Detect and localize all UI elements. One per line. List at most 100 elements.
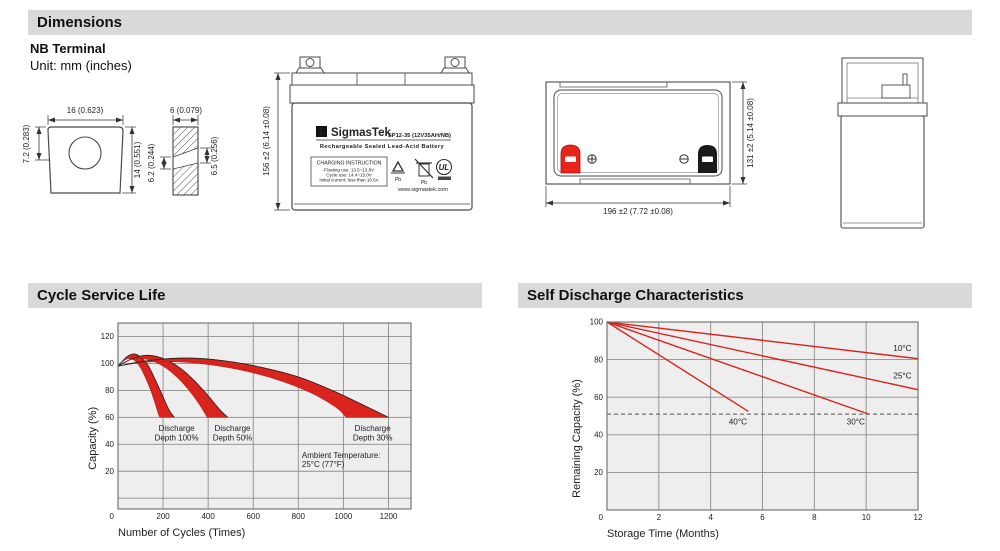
svg-text:4: 4: [708, 513, 713, 522]
series-line-25-c: [606, 321, 919, 391]
svg-text:1200: 1200: [380, 512, 398, 521]
charging-title: CHARGING INSTRUCTION: [317, 161, 382, 167]
svg-text:20: 20: [594, 468, 603, 477]
svg-text:10: 10: [862, 513, 871, 522]
band-envelope-discharge-depth-50: [117, 354, 229, 418]
svg-text:400: 400: [201, 512, 215, 521]
minus-circle-icon: [679, 154, 689, 164]
svg-text:100: 100: [590, 318, 604, 327]
svg-text:200: 200: [156, 512, 170, 521]
self-discharge-section-title: Self Discharge Characteristics: [527, 287, 744, 304]
series-label-40-c: 40°C: [729, 417, 747, 426]
svg-text:2: 2: [657, 513, 662, 522]
unit-note-label: Unit: mm (inches): [30, 58, 132, 73]
charging-line-1: Floating use: 13.5~13.8V: [324, 168, 374, 173]
svg-text:0: 0: [110, 512, 115, 521]
tick-labels: 2 4 6 8 10 12 20 40 60 80 100 0: [590, 318, 923, 522]
svg-text:0: 0: [599, 513, 604, 522]
svg-text:60: 60: [105, 413, 114, 422]
battery-width-dim: 196 ±2 (7.72 ±0.08): [603, 207, 673, 216]
svg-text:20: 20: [105, 467, 114, 476]
terminal-bracket: [881, 84, 911, 99]
annotation-2-line-1: Depth 30%: [353, 433, 393, 442]
annotation-3-line-1: 25°C (77°F): [302, 460, 345, 469]
self-discharge-section-header: Self Discharge Characteristics: [518, 283, 972, 308]
svg-text:100: 100: [101, 359, 115, 368]
annotation-1-line-0: Discharge: [214, 424, 251, 433]
svg-text:1000: 1000: [334, 512, 352, 521]
terminal-width-dim: 16 (0.623): [67, 106, 104, 115]
svg-text:80: 80: [594, 355, 603, 364]
series-label-30-c: 30°C: [847, 417, 865, 426]
charging-line-3: Initial current: less than 10.5A: [319, 178, 378, 183]
svg-text:8: 8: [812, 513, 817, 522]
series-label-25-c: 25°C: [893, 371, 911, 380]
terminal-inner-right-dim: 6.5 (0.256): [210, 136, 219, 175]
svg-text:80: 80: [105, 386, 114, 395]
terminal-inner-left-dim: 6.2 (0.244): [147, 143, 156, 182]
brand-text: SigmasTek: [331, 127, 391, 139]
self-discharge-chart: 10°C 25°C 30°C 40°C 2 4 6 8 10 12 20 40 60 80 100 0Stor…: [571, 318, 923, 540]
dimension-drawings: 16 (0.623) 14 (0.551) 7.2 (0.283) 6 (0.0…: [22, 56, 928, 229]
series-line-10-c: [606, 321, 919, 360]
pb-recycle-label: Pb: [395, 177, 401, 183]
terminal-type-label: NB Terminal: [30, 41, 106, 56]
recycle-icon: [391, 160, 405, 174]
charging-line-2: Cycle use: 14.4~15.0V: [326, 173, 371, 178]
annotation-0-line-1: Depth 100%: [155, 433, 199, 442]
charging-instruction-box: [310, 156, 388, 187]
series-line-30-c: [606, 321, 869, 415]
band-envelope-discharge-depth-100: [117, 353, 175, 418]
terminal-hole-offset-dim: 7.2 (0.283): [22, 124, 31, 163]
svg-text:12: 12: [914, 513, 923, 522]
cycle-section-title: Cycle Service Life: [37, 287, 166, 304]
terminal-height-dim: 14 (0.551): [133, 141, 142, 178]
battery-side-drawing: [837, 57, 928, 229]
svg-text:800: 800: [292, 512, 306, 521]
x-axis-label: Number of Cycles (Times): [118, 527, 245, 539]
battery-height-dim: 156 ±2 (6.14 ±0.08): [262, 106, 271, 176]
annotation-1-line-1: Depth 50%: [213, 433, 253, 442]
cycle-section-header: Cycle Service Life: [28, 283, 482, 308]
battery-depth-dim: 131 ±2 (5.14 ±0.08): [746, 98, 755, 168]
svg-text:120: 120: [101, 332, 115, 341]
svg-text:60: 60: [594, 393, 603, 402]
terminal-hole: [68, 136, 102, 170]
plot-border: [117, 322, 412, 510]
pb-trash-label: Pb: [421, 180, 427, 186]
ul-certification-icon: UL: [435, 158, 453, 180]
annotation-0-line-0: Discharge: [159, 424, 196, 433]
band-envelope-discharge-depth-30: [117, 357, 389, 418]
dimensions-section-header: Dimensions: [28, 10, 972, 35]
battery-product-label: Σ SigmasTek SP12-35 (12V35AH/NB) Recharg…: [310, 126, 453, 193]
x-axis-label: Storage Time (Months): [607, 528, 719, 540]
svg-text:6: 6: [760, 513, 765, 522]
svg-text:600: 600: [247, 512, 261, 521]
y-axis-label: Remaining Capacity (%): [571, 379, 583, 498]
dimensions-section-title: Dimensions: [37, 14, 123, 31]
svg-text:UL: UL: [439, 163, 450, 172]
series-line-40-c: [606, 321, 749, 412]
no-trash-bin-icon: [414, 158, 434, 179]
sigma-logo: [316, 126, 327, 137]
battery-top-drawing: 196 ±2 (7.72 ±0.08) 131 ±2 (5.14 ±0.08): [545, 81, 755, 216]
plus-circle-icon: [587, 154, 597, 164]
y-axis-label: Capacity (%): [87, 407, 99, 470]
terminal-section-drawing: 6 (0.079) 6.2 (0.244) 6.5 (0.256): [147, 106, 219, 196]
terminal-front-drawing: 16 (0.623) 14 (0.551) 7.2 (0.283): [22, 106, 142, 194]
annotation-3-line-0: Ambient Temperature:: [302, 451, 381, 460]
model-text: SP12-35 (12V35AH/NB): [388, 133, 451, 139]
svg-text:40: 40: [594, 431, 603, 440]
sigma-glyph: Σ: [319, 127, 325, 137]
website-text: www.sigmastek.com: [397, 187, 448, 193]
series-label-10-c: 10°C: [893, 344, 911, 353]
subtitle-text: Rechargeable Sealed Lead-Acid Battery: [320, 144, 445, 150]
svg-text:40: 40: [105, 440, 114, 449]
battery-front-drawing: Σ SigmasTek SP12-35 (12V35AH/NB) Recharg…: [262, 56, 475, 211]
terminal-thickness-dim: 6 (0.079): [170, 106, 202, 115]
plot-border: [606, 321, 919, 511]
annotation-2-line-0: Discharge: [355, 424, 392, 433]
